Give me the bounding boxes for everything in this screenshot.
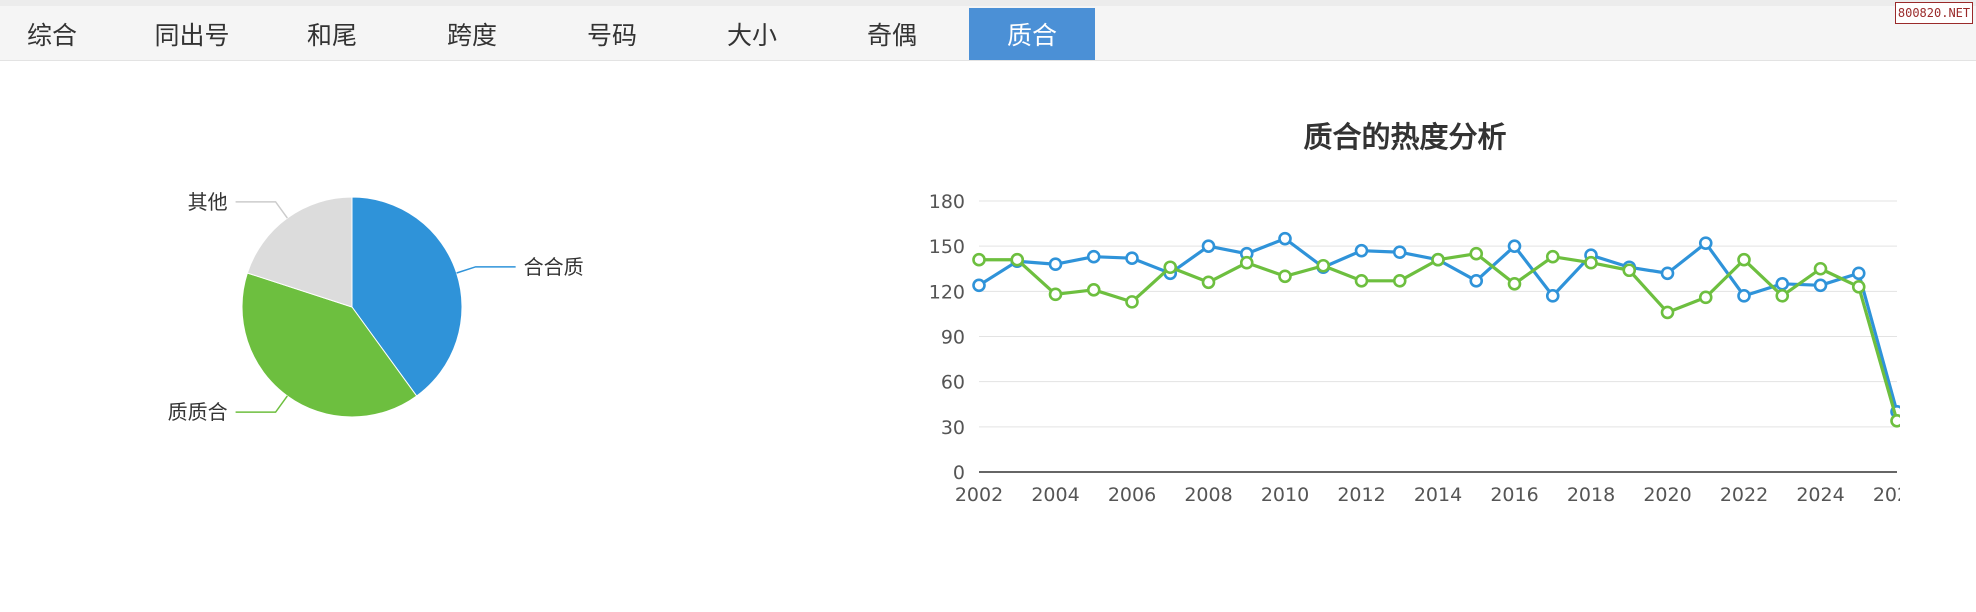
- pie-slice[interactable]: [351, 196, 463, 397]
- data-point[interactable]: [1392, 245, 1407, 259]
- y-axis-ticks: 0 30 60 90 120 150 180: [929, 191, 965, 484]
- pie-slice-label: 质质合: [168, 400, 228, 424]
- data-point[interactable]: [1354, 243, 1369, 258]
- data-point[interactable]: [1010, 252, 1025, 267]
- data-point[interactable]: [1813, 261, 1828, 276]
- data-point[interactable]: [1851, 266, 1866, 281]
- pie-label-line: [235, 201, 288, 219]
- data-point[interactable]: [1316, 258, 1331, 273]
- data-point[interactable]: [1086, 249, 1101, 264]
- pie-label-line: [456, 266, 516, 274]
- x-tick-label: 2016: [1490, 484, 1538, 506]
- y-tick-label: 90: [941, 327, 965, 349]
- x-tick-label: 2010: [1261, 484, 1309, 506]
- x-tick-label: 2018: [1567, 484, 1615, 506]
- data-point[interactable]: [1086, 283, 1101, 297]
- tab-jiou[interactable]: 奇偶: [866, 21, 917, 50]
- data-point[interactable]: [1278, 269, 1292, 284]
- data-point[interactable]: [1890, 414, 1901, 428]
- data-point[interactable]: [972, 278, 986, 293]
- tab-daxiao[interactable]: 大小: [726, 21, 777, 50]
- data-point[interactable]: [1278, 231, 1292, 246]
- x-tick-label: 2014: [1414, 484, 1462, 506]
- chart-grid: [979, 200, 1897, 473]
- x-tick-label: 2022: [1720, 484, 1768, 506]
- y-tick-label: 60: [941, 372, 965, 394]
- y-tick-label: 30: [941, 417, 965, 439]
- data-point[interactable]: [1584, 255, 1598, 270]
- data-point[interactable]: [1737, 252, 1751, 267]
- series-line: [979, 252, 1899, 422]
- data-point[interactable]: [1813, 278, 1828, 293]
- x-tick-label: 2002: [955, 484, 1003, 506]
- data-point[interactable]: [972, 252, 986, 267]
- data-point[interactable]: [1048, 257, 1063, 272]
- data-point[interactable]: [1660, 266, 1675, 281]
- data-point[interactable]: [1392, 273, 1407, 288]
- x-tick-label: 2026: [1873, 484, 1900, 506]
- data-point[interactable]: [1239, 255, 1254, 270]
- data-point[interactable]: [1469, 246, 1484, 261]
- data-point[interactable]: [1354, 273, 1369, 288]
- x-tick-label: 2008: [1184, 484, 1232, 506]
- pie-slices: [241, 196, 463, 418]
- chart-title: 质合的热度分析: [1303, 120, 1506, 154]
- pie-slice-label: 其他: [188, 190, 228, 214]
- y-tick-label: 0: [953, 462, 965, 484]
- tab-tongchuhao[interactable]: 同出号: [154, 21, 230, 50]
- x-tick-label: 2012: [1337, 484, 1385, 506]
- y-tick-label: 150: [929, 236, 965, 258]
- tab-haoma[interactable]: 号码: [586, 21, 637, 50]
- chart-series: [972, 231, 1901, 428]
- pie-slice-label: 合合质: [524, 255, 584, 279]
- data-point[interactable]: [1507, 277, 1522, 291]
- watermark-badge: 800820.NET: [1895, 2, 1973, 24]
- data-point[interactable]: [1775, 277, 1790, 291]
- pie-label-line: [235, 395, 288, 413]
- data-point[interactable]: [1125, 251, 1139, 266]
- data-point[interactable]: [1125, 295, 1139, 309]
- data-point[interactable]: [1775, 289, 1790, 303]
- data-point[interactable]: [1163, 260, 1178, 275]
- x-tick-label: 2024: [1796, 484, 1844, 506]
- y-tick-label: 180: [929, 191, 965, 213]
- y-tick-label: 120: [929, 281, 965, 303]
- tab-hewei[interactable]: 和尾: [306, 21, 357, 50]
- data-point[interactable]: [1660, 305, 1675, 320]
- data-point[interactable]: [1545, 249, 1560, 264]
- x-axis-ticks: 2002 2004 2006 2008 2010 2012 2014 2016 2018 2020…: [955, 484, 1900, 506]
- x-tick-label: 2004: [1031, 484, 1079, 506]
- tab-kuadu[interactable]: 跨度: [446, 21, 497, 50]
- data-point[interactable]: [1201, 275, 1216, 290]
- series-2: [972, 246, 1901, 428]
- x-tick-label: 2006: [1108, 484, 1156, 506]
- data-point[interactable]: [1851, 280, 1866, 294]
- data-point[interactable]: [1431, 252, 1445, 267]
- data-point[interactable]: [1698, 236, 1713, 250]
- data-point[interactable]: [1201, 239, 1216, 253]
- data-point[interactable]: [1737, 289, 1751, 303]
- data-point[interactable]: [1469, 273, 1484, 288]
- data-point[interactable]: [1698, 290, 1713, 305]
- tab-zonghe[interactable]: 综合: [26, 21, 77, 50]
- x-tick-label: 2020: [1643, 484, 1691, 506]
- data-point[interactable]: [1048, 287, 1063, 302]
- data-point[interactable]: [1545, 289, 1560, 303]
- pie-slice[interactable]: [241, 272, 418, 418]
- top-border: [0, 0, 1976, 6]
- pie-slice[interactable]: [246, 196, 353, 308]
- data-point[interactable]: [1507, 239, 1522, 253]
- tab-zhihe[interactable]: 质合: [969, 8, 1095, 60]
- data-point[interactable]: [1622, 263, 1637, 278]
